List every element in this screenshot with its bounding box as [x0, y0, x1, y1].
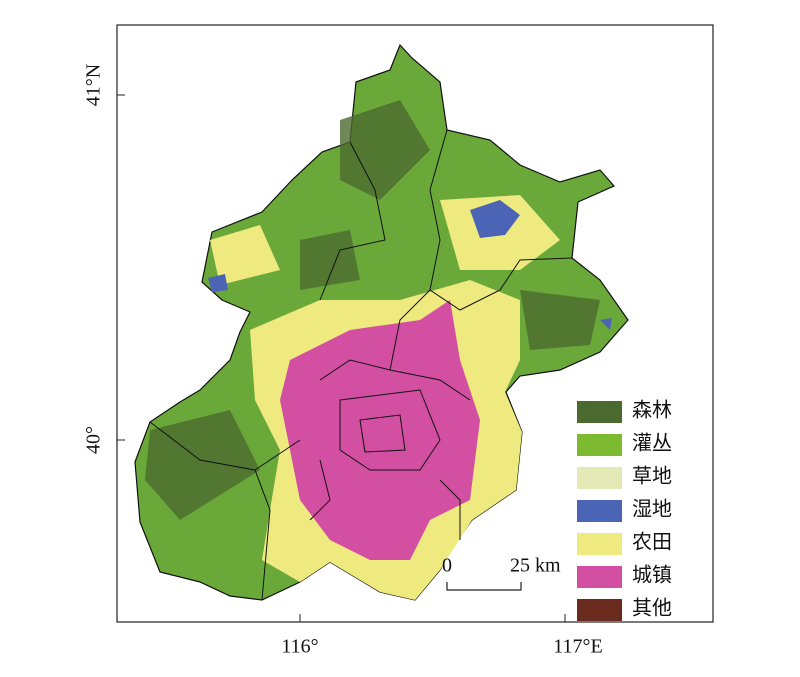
map-frame	[116, 24, 714, 623]
map-body	[134, 43, 629, 601]
legend-label: 灌丛	[632, 432, 672, 455]
urban-area	[280, 300, 480, 560]
legend-label: 湿地	[632, 498, 672, 521]
axis-ticks: 41°N 40° 116° 117°E	[83, 64, 603, 658]
y-tick-label: 41°N	[83, 64, 105, 106]
legend-label: 森林	[632, 399, 672, 422]
legend-label: 城镇	[632, 564, 672, 587]
legend-swatch	[577, 500, 622, 522]
legend-swatch	[577, 533, 622, 555]
y-tick-label: 40°	[83, 426, 105, 454]
x-tick-label: 116°	[281, 636, 318, 658]
district-boundaries	[149, 129, 573, 601]
scale-start: 0	[442, 555, 452, 577]
legend-swatch	[577, 434, 622, 456]
legend-label: 其他	[632, 597, 672, 620]
legend-label: 草地	[632, 465, 672, 488]
legend-swatch	[577, 599, 622, 621]
scale-end: 25 km	[510, 555, 561, 577]
legend-swatch	[577, 467, 622, 489]
forest-patches	[145, 100, 600, 520]
legend-swatch	[577, 401, 622, 423]
scale-bar: 0 25 km	[442, 555, 561, 591]
legend-label: 农田	[632, 531, 672, 554]
scale-bar-line	[446, 582, 522, 591]
x-tick-label: 117°E	[553, 636, 602, 658]
legend-swatch	[577, 566, 622, 588]
